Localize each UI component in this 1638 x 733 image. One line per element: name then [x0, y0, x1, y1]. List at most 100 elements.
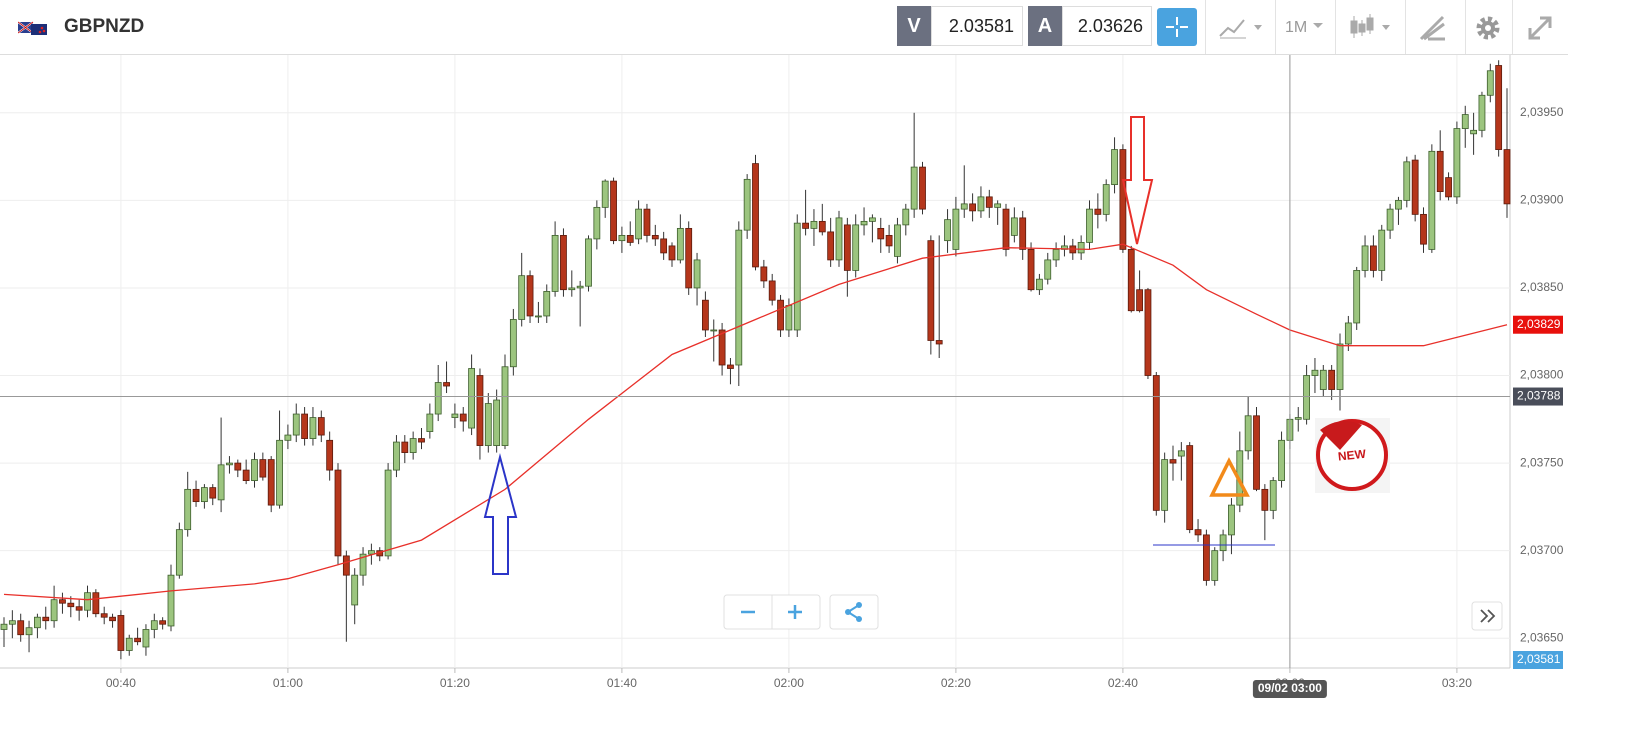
candle-body [610, 180, 617, 242]
candle-body [301, 413, 309, 439]
candle-body [276, 439, 283, 506]
candle-body [1253, 415, 1260, 490]
candle-body [1445, 177, 1452, 198]
interval-button[interactable]: 1M [1285, 19, 1308, 36]
candle-body [309, 417, 317, 439]
share-dot [856, 602, 862, 608]
candle-body [284, 434, 292, 441]
chart-type-button[interactable] [1218, 16, 1266, 40]
candle-body [334, 469, 342, 557]
candle-body [1228, 504, 1235, 536]
dropdown-caret [1313, 23, 1323, 28]
candle-type-button[interactable] [1348, 12, 1396, 42]
candle-body [1194, 529, 1202, 536]
candle-body [1311, 369, 1319, 376]
candle-body [434, 382, 442, 415]
candle-body [935, 340, 943, 345]
separator [1465, 0, 1466, 54]
candle-body [117, 615, 125, 651]
candle-body [618, 234, 626, 242]
candle-body [651, 234, 659, 240]
candle-body [535, 315, 542, 318]
candle-body [576, 285, 584, 289]
candle-body [476, 375, 484, 446]
candle-body [1470, 129, 1477, 135]
candle-body [393, 441, 400, 471]
crosshair-x-badge [1252, 680, 1327, 698]
candle-body [1361, 245, 1369, 271]
candle-body [1344, 322, 1352, 345]
bid-price[interactable]: 2.03581 [931, 6, 1023, 46]
candle-body [752, 163, 759, 268]
ask-price[interactable]: 2.03626 [1062, 6, 1152, 46]
candle-body [267, 459, 275, 506]
candle-body [960, 203, 968, 210]
crosshair-button[interactable] [1157, 8, 1197, 46]
candle-body [1019, 217, 1027, 250]
candle-body [568, 287, 576, 291]
candle-body [8, 620, 16, 625]
candle-body [167, 574, 175, 627]
candle-body [1261, 488, 1269, 511]
share-dot [856, 616, 862, 622]
x-tick-label: 02:20 [941, 676, 971, 690]
candle-body [1278, 439, 1285, 481]
candle-body [1052, 249, 1060, 261]
candle-body [1370, 245, 1377, 271]
candle-body [693, 259, 701, 289]
bid-badge-label: 2,03581 [1517, 652, 1561, 666]
candle-body [100, 613, 108, 618]
settings-button[interactable] [1474, 14, 1502, 42]
candle-body [635, 208, 642, 240]
candle-body [1319, 369, 1327, 390]
zoom-in-button[interactable] [788, 605, 802, 619]
candle-body [1127, 249, 1135, 312]
candle-body [560, 234, 567, 291]
candle-body [1378, 229, 1386, 271]
candle-body [209, 487, 217, 499]
y-tick-label: 2,03800 [1520, 368, 1564, 382]
draw-button[interactable] [1418, 14, 1448, 42]
candle-body [200, 487, 208, 503]
candle-body [601, 180, 609, 208]
candle-body [351, 574, 359, 606]
candle-body [1086, 208, 1093, 243]
candle-body [852, 224, 860, 271]
candle-body [818, 220, 826, 233]
expand-button[interactable] [1526, 14, 1554, 42]
candle-body [109, 616, 116, 622]
y-tick-label: 2,03950 [1520, 105, 1564, 119]
scroll-right-button[interactable] [1480, 609, 1496, 623]
y-tick-label: 2,03650 [1520, 630, 1564, 644]
candle-body [1169, 459, 1177, 464]
separator [1512, 0, 1513, 54]
bid-badge [1513, 651, 1563, 669]
candle-body [1303, 375, 1310, 420]
candle-body [1403, 161, 1411, 201]
candle-body [877, 227, 885, 240]
candle-body [994, 203, 1002, 208]
candle-body [92, 592, 100, 615]
candle-body [1044, 259, 1052, 280]
candle-body [234, 462, 242, 471]
candle-body [952, 208, 960, 250]
symbol: GBPNZD [64, 16, 145, 37]
separator [1275, 0, 1276, 54]
x-tick-label: 01:40 [607, 676, 637, 690]
candle-body [743, 178, 751, 231]
candle-body [985, 196, 993, 208]
candle-body [150, 620, 158, 630]
candle-body [1102, 184, 1110, 215]
ma-badge [1513, 315, 1563, 334]
candle-body [626, 234, 634, 243]
candle-body [802, 222, 809, 229]
candle-body [543, 291, 551, 317]
candle-body [1411, 159, 1419, 215]
candle-body [1161, 459, 1169, 511]
candle-body [501, 366, 509, 446]
candle-body [643, 208, 651, 236]
candle-body [59, 599, 66, 604]
candle-body [969, 203, 976, 212]
candle-body [869, 217, 876, 222]
sticker-text: NEW [1337, 447, 1367, 464]
